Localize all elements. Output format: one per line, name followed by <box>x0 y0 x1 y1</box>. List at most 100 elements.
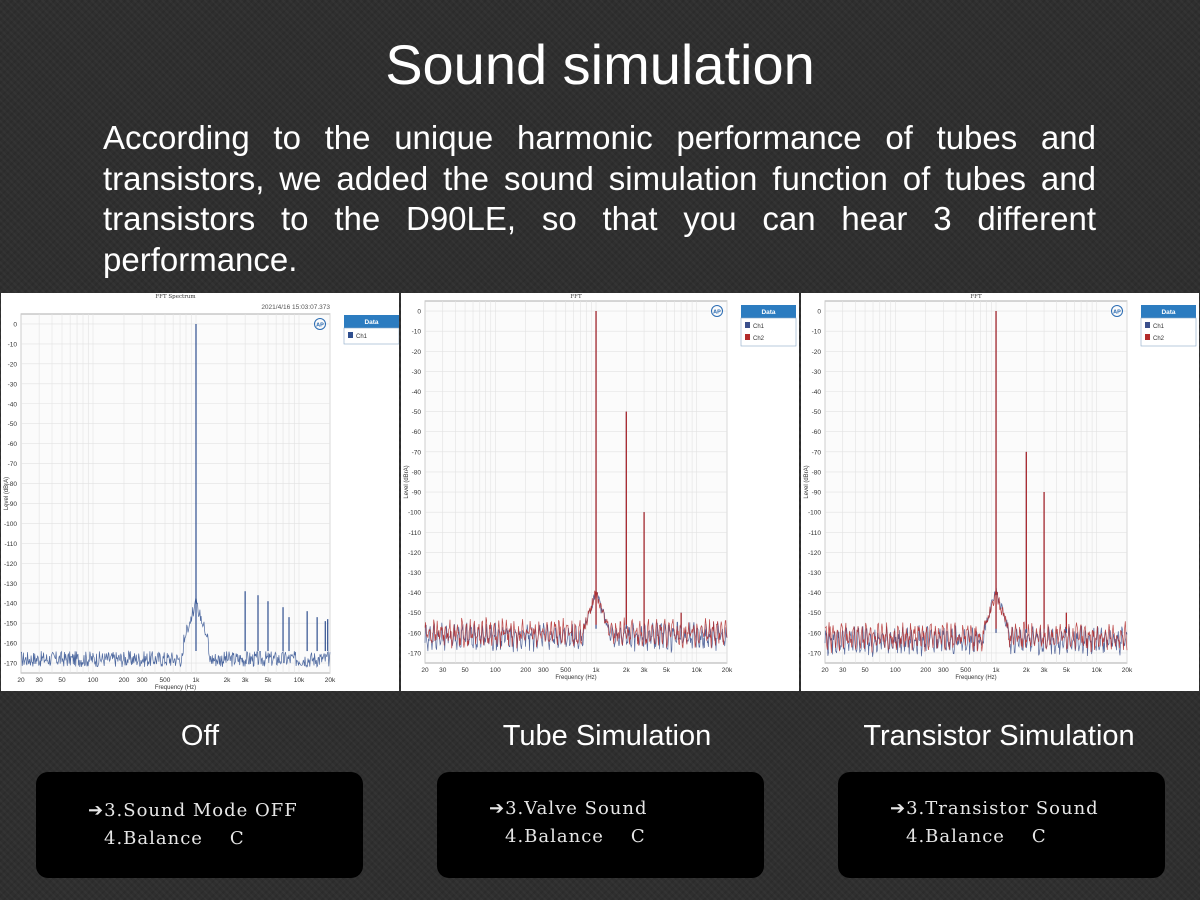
x-tick-label: 5k <box>663 667 671 674</box>
y-tick-label: -20 <box>8 361 18 368</box>
y-tick-label: -160 <box>4 641 17 648</box>
fft-chart-transistor: 0 -10 -20 -30 -40 -50 -60 -70 -80 -90 -100 -110 -120… <box>801 293 1199 691</box>
y-tick-label: -150 <box>408 610 421 617</box>
x-axis-label: Frequency (Hz) <box>955 675 996 681</box>
y-tick-label: -50 <box>8 421 18 428</box>
lcd-line-sound-mode: ➔3.Sound Mode OFF <box>88 800 298 821</box>
y-tick-label: -120 <box>4 561 17 568</box>
y-tick-label: -150 <box>808 610 821 617</box>
page-title: Sound simulation <box>385 33 815 96</box>
y-tick-label: -40 <box>412 389 422 396</box>
x-tick-label: 10k <box>691 667 702 674</box>
x-tick-label: 20 <box>421 667 429 674</box>
y-tick-label: -50 <box>812 409 822 416</box>
x-tick-label: 1k <box>593 667 601 674</box>
y-tick-label: 0 <box>13 321 17 328</box>
lcd-line-sound-mode: ➔3.Transistor Sound <box>890 798 1099 819</box>
x-tick-label: 100 <box>890 667 901 674</box>
y-tick-label: -140 <box>4 601 17 608</box>
x-tick-label: 200 <box>920 667 931 674</box>
x-tick-label: 5k <box>1063 667 1071 674</box>
plot-area <box>424 300 728 664</box>
x-tick-label: 500 <box>160 677 171 684</box>
y-tick-label: -120 <box>808 550 821 557</box>
x-tick-label: 20k <box>722 667 733 674</box>
x-tick-label: 3k <box>242 677 250 684</box>
y-tick-label: -160 <box>408 630 421 637</box>
chart-title: FFT <box>970 294 982 300</box>
y-tick-label: -90 <box>812 490 822 497</box>
series-noise-ch1 <box>20 598 331 668</box>
x-tick-label: 500 <box>960 667 971 674</box>
x-tick-label: 30 <box>839 667 847 674</box>
lcd-line-sound-mode: ➔3.Valve Sound <box>489 798 648 819</box>
fft-chart-tube: 0 -10 -20 -30 -40 -50 -60 -70 -80 -90 -100 -110 -120… <box>401 293 799 691</box>
x-tick-label: 5k <box>265 677 273 684</box>
legend: Data Ch1 Ch2 <box>740 305 797 347</box>
lcd-line-balance: 4.Balance C <box>104 828 245 849</box>
x-axis-label: Frequency (Hz) <box>155 685 196 691</box>
x-tick-label: 200 <box>520 667 531 674</box>
x-tick-label: 3k <box>641 667 649 674</box>
y-tick-label: -10 <box>812 329 822 336</box>
y-tick-label: -100 <box>408 510 421 517</box>
y-tick-label: 0 <box>417 309 421 316</box>
y-tick-label: -140 <box>408 590 421 597</box>
x-tick-label: 1k <box>193 677 201 684</box>
ap-logo: AP <box>1111 305 1123 317</box>
y-tick-label: -140 <box>808 590 821 597</box>
legend-entry-ch2: Ch2 <box>1153 336 1165 342</box>
x-tick-label: 30 <box>36 677 44 684</box>
legend-header <box>1141 305 1196 318</box>
legend-entry-ch2: Ch2 <box>753 336 765 342</box>
y-tick-label: -10 <box>412 329 422 336</box>
ap-logo-text: AP <box>713 310 721 316</box>
x-tick-label: 50 <box>58 677 66 684</box>
page-description: According to the unique harmonic perform… <box>103 119 1096 278</box>
plot-area <box>20 313 331 674</box>
legend-swatch-ch1 <box>348 332 353 338</box>
chart-title: FFT <box>570 294 582 300</box>
ap-logo-text: AP <box>1113 310 1121 316</box>
x-tick-label: 50 <box>861 667 869 674</box>
ap-logo-text: AP <box>316 323 324 329</box>
y-axis-label: Level (dBrA) <box>804 465 810 498</box>
legend-header <box>741 305 796 318</box>
x-tick-label: 10k <box>294 677 305 684</box>
x-tick-label: 30 <box>439 667 447 674</box>
ap-logo: AP <box>314 318 326 330</box>
y-tick-label: -10 <box>8 341 18 348</box>
y-tick-label: -30 <box>8 381 18 388</box>
y-tick-label: -170 <box>808 650 821 657</box>
fft-chart-off-svg: 0 -10 -20 -30 -40 -50 -60 -70 -80 -90 -100 -110 -120… <box>4 294 399 691</box>
y-tick-label: -20 <box>412 349 422 356</box>
y-tick-label: -70 <box>812 449 822 456</box>
ap-logo-ring <box>1111 305 1123 317</box>
y-tick-label: -100 <box>808 510 821 517</box>
fft-chart-tube-svg: 0 -10 -20 -30 -40 -50 -60 -70 -80 -90 -100 -110 -120… <box>404 294 797 681</box>
x-tick-label: 500 <box>560 667 571 674</box>
x-tick-label: 300 <box>538 667 549 674</box>
lcd-line-balance: 4.Balance C <box>505 826 646 847</box>
x-tick-label: 200 <box>119 677 130 684</box>
x-tick-label: 300 <box>137 677 148 684</box>
x-axis-label: Frequency (Hz) <box>555 675 596 681</box>
ap-logo-ring <box>711 305 723 317</box>
plot-area <box>824 300 1128 664</box>
y-tick-label: -160 <box>808 630 821 637</box>
x-tick-label: 50 <box>461 667 469 674</box>
y-tick-label: -130 <box>4 581 17 588</box>
y-tick-label: -30 <box>812 369 822 376</box>
y-tick-label: -80 <box>412 469 422 476</box>
caption-tube: Tube Simulation <box>502 720 712 752</box>
x-tick-label: 300 <box>938 667 949 674</box>
lcd-display-off: ➔3.Sound Mode OFF 4.Balance C <box>36 772 363 878</box>
x-tick-label: 100 <box>88 677 99 684</box>
ap-logo-ring <box>314 318 326 330</box>
chart-timestamp: 2021/4/16 15:03:07.373 <box>261 304 330 311</box>
y-tick-label: -80 <box>8 481 18 488</box>
y-tick-label: -60 <box>812 429 822 436</box>
series-noise-ch2 <box>824 590 1128 653</box>
y-tick-label: -90 <box>412 490 422 497</box>
legend: Data Ch1 <box>343 315 399 345</box>
